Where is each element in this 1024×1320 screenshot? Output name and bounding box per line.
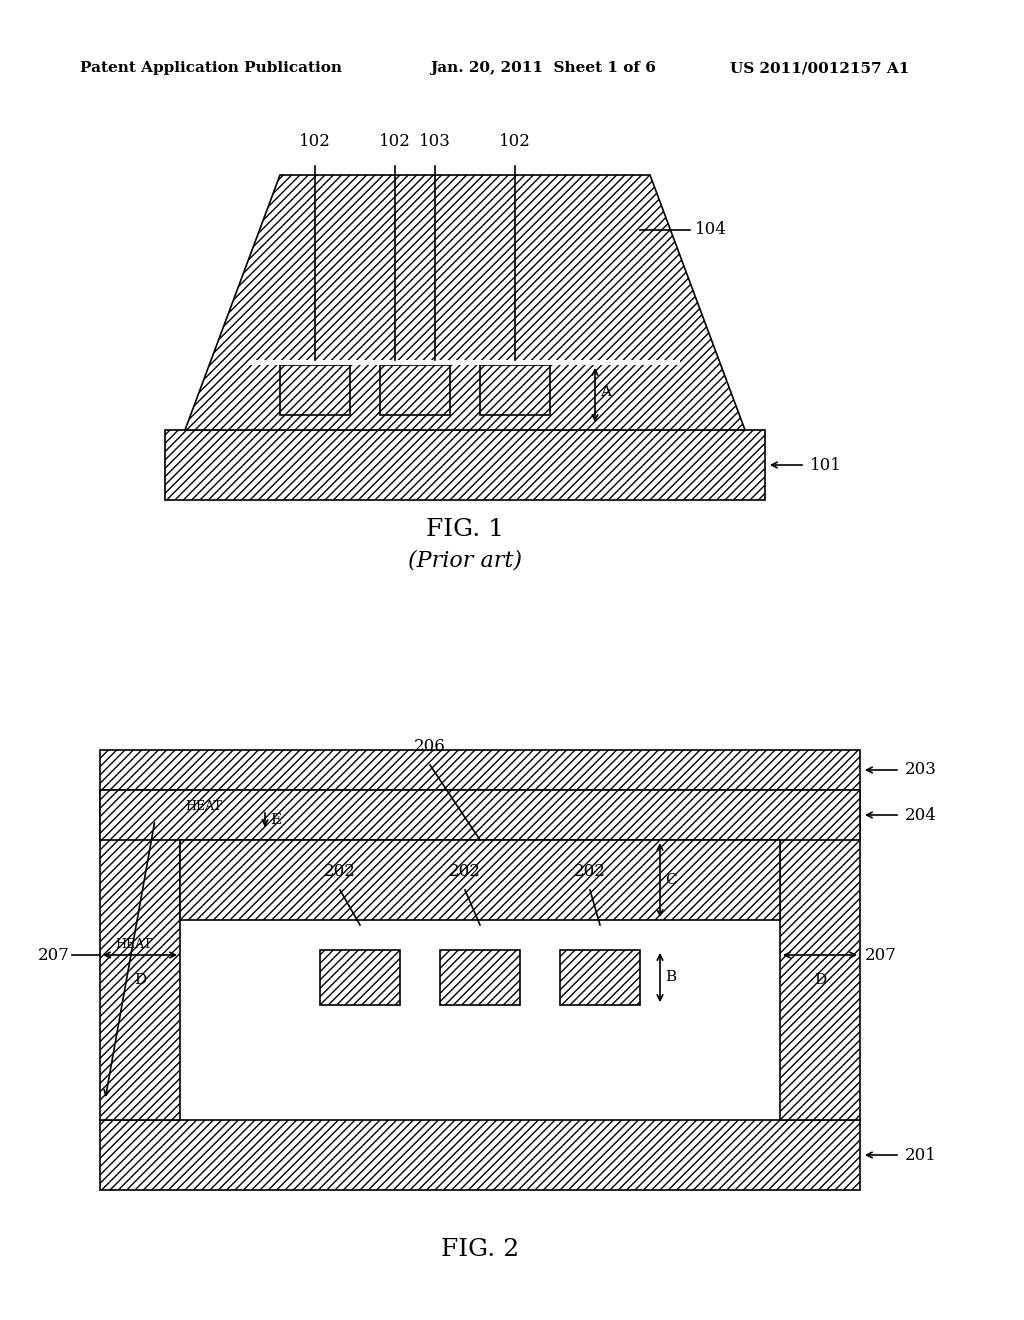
Bar bbox=[250, 360, 680, 366]
Text: 204: 204 bbox=[905, 807, 937, 824]
Text: 103: 103 bbox=[419, 133, 451, 150]
Bar bbox=[780, 789, 860, 1119]
Text: 202: 202 bbox=[324, 863, 356, 880]
Text: 202: 202 bbox=[574, 863, 606, 880]
Bar bbox=[380, 366, 450, 414]
Text: FIG. 2: FIG. 2 bbox=[441, 1238, 519, 1262]
Text: 201: 201 bbox=[905, 1147, 937, 1163]
Text: 202: 202 bbox=[450, 863, 481, 880]
Text: E: E bbox=[270, 813, 282, 828]
Text: B: B bbox=[665, 970, 676, 983]
Text: FIG. 1: FIG. 1 bbox=[426, 519, 504, 541]
Text: 102: 102 bbox=[299, 133, 331, 150]
Text: HEAT: HEAT bbox=[115, 939, 152, 952]
Polygon shape bbox=[185, 176, 745, 430]
Text: 207: 207 bbox=[38, 946, 70, 964]
Text: Jan. 20, 2011  Sheet 1 of 6: Jan. 20, 2011 Sheet 1 of 6 bbox=[430, 61, 656, 75]
Text: 206: 206 bbox=[414, 738, 445, 755]
Text: 102: 102 bbox=[499, 133, 530, 150]
Bar bbox=[165, 430, 765, 500]
Text: Patent Application Publication: Patent Application Publication bbox=[80, 61, 342, 75]
Text: 102: 102 bbox=[379, 133, 411, 150]
Bar bbox=[100, 1119, 860, 1191]
Bar bbox=[280, 366, 350, 414]
Text: D: D bbox=[814, 973, 826, 987]
Bar bbox=[180, 840, 780, 920]
Text: US 2011/0012157 A1: US 2011/0012157 A1 bbox=[730, 61, 909, 75]
Text: D: D bbox=[134, 973, 146, 987]
Bar bbox=[100, 750, 860, 789]
Bar bbox=[440, 950, 520, 1005]
Text: 104: 104 bbox=[695, 222, 727, 239]
Bar bbox=[319, 950, 400, 1005]
Bar bbox=[100, 789, 180, 1119]
Text: HEAT: HEAT bbox=[185, 800, 222, 813]
Text: A: A bbox=[600, 385, 611, 400]
Bar bbox=[100, 789, 860, 840]
Text: 207: 207 bbox=[865, 946, 897, 964]
Bar bbox=[560, 950, 640, 1005]
Text: (Prior art): (Prior art) bbox=[408, 549, 522, 572]
Text: 101: 101 bbox=[810, 457, 842, 474]
Bar bbox=[480, 366, 550, 414]
Text: 203: 203 bbox=[905, 762, 937, 779]
Text: C: C bbox=[665, 873, 677, 887]
